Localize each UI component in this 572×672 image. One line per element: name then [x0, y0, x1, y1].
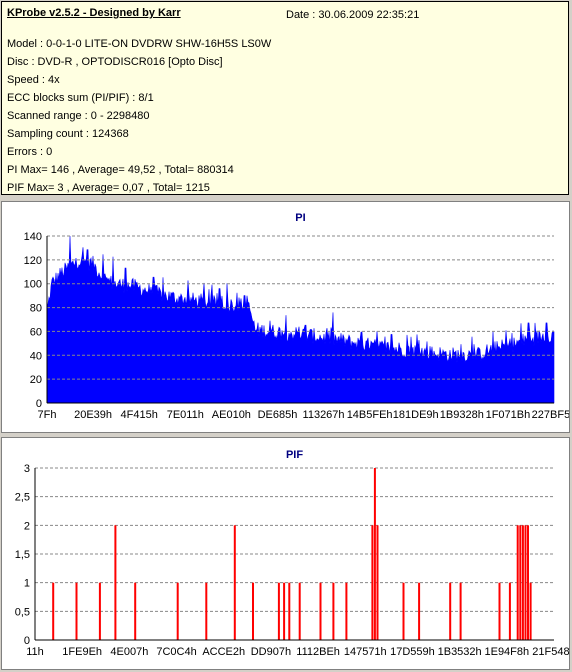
pif-bar [288, 582, 291, 640]
pi-y-tick: 40 [30, 350, 42, 362]
info-panel: KProbe v2.5.2 - Designed by Karr Date : … [1, 1, 569, 195]
pif-x-tick: DD907h [251, 646, 291, 658]
pi-y-tick: 80 [30, 303, 42, 315]
pif-x-tick: 147571h [344, 646, 387, 658]
pi-chart: PI 0 20 40 60 80 100 120 140 7Fh 20E39h 4F415h 7E011… [24, 212, 569, 421]
pif-x-tick: 21F548h [532, 646, 569, 658]
pi-x-tick: 113267h [303, 409, 345, 421]
pi-x-tick: 1F071Bh [486, 409, 531, 421]
pif-bar [205, 582, 208, 640]
pif-chart-panel: PIF 0 0,5 1 1,5 2 2,5 3 11h 1FE9Eh 4E007h 7C0C4h ACC… [1, 437, 570, 670]
info-speed: Speed : 4x [7, 74, 60, 86]
pi-x-tick: 227BF5h [532, 409, 569, 421]
pif-x-tick: 11h [26, 646, 44, 658]
pi-x-tick: 1B9328h [440, 409, 484, 421]
pif-bar [283, 582, 286, 640]
pi-y-tick: 0 [36, 398, 42, 410]
info-model: Model : 0-0-1-0 LITE-ON DVDRW SHW-16H5S … [7, 38, 272, 50]
pi-x-tick: 7E011h [167, 409, 204, 421]
pif-bar [345, 582, 348, 640]
info-pif-summary: PIF Max= 3 , Average= 0,07 , Total= 1215 [7, 182, 210, 194]
pi-x-tick: DE685h [258, 409, 298, 421]
pif-bar [75, 582, 78, 640]
pif-x-tick: 4E007h [110, 646, 148, 658]
pi-y-tick: 140 [24, 231, 42, 243]
info-scanned-range: Scanned range : 0 - 2298480 [7, 110, 150, 122]
info-errors: Errors : 0 [7, 146, 53, 158]
pif-y-tick: 0 [24, 635, 30, 647]
pif-bar [134, 582, 137, 640]
pif-y-tick: 1,5 [15, 549, 30, 561]
info-pi-summary: PI Max= 146 , Average= 49,52 , Total= 88… [7, 164, 234, 176]
pif-bar [277, 582, 280, 640]
pif-x-tick: 1B3532h [438, 646, 482, 658]
pif-bar [508, 582, 511, 640]
pif-bar [332, 582, 335, 640]
pi-title: PI [295, 212, 305, 224]
pif-bar [114, 525, 117, 640]
pif-x-tick: 17D559h [390, 646, 435, 658]
pi-chart-panel: PI 0 20 40 60 80 100 120 140 7Fh 20E39h 4F415h 7E011… [1, 201, 570, 433]
pif-bar [402, 582, 405, 640]
pif-x-tick: 1FE9Eh [62, 646, 102, 658]
pif-bar [519, 525, 522, 640]
info-ecc-blocks: ECC blocks sum (PI/PIF) : 8/1 [7, 92, 154, 104]
info-disc: Disc : DVD-R , OPTODISCR016 [Opto Disc] [7, 56, 223, 68]
pif-x-tick: ACCE2h [202, 646, 245, 658]
pif-y-tick: 3 [24, 463, 30, 475]
pi-series-area [46, 235, 555, 404]
pif-bar [52, 582, 55, 640]
pi-x-tick: AE010h [212, 409, 251, 421]
pif-x-tick: 7C0C4h [156, 646, 196, 658]
pi-x-tick: 181DE9h [393, 409, 439, 421]
pif-bar [233, 525, 236, 640]
pi-x-tick: 7Fh [38, 409, 57, 421]
pif-bar [459, 582, 462, 640]
pif-bar [529, 582, 532, 640]
pif-bar [527, 525, 529, 640]
pif-bar [449, 582, 452, 640]
info-lines: Model : 0-0-1-0 LITE-ON DVDRW SHW-16H5S … [7, 35, 271, 197]
pi-y-tick: 20 [30, 374, 42, 386]
pif-y-tick: 2,5 [15, 492, 30, 504]
pif-bar [373, 468, 376, 640]
pi-y-tick: 100 [24, 279, 42, 291]
pif-bar [98, 582, 101, 640]
pif-bar [418, 582, 421, 640]
pi-x-tick: 20E39h [74, 409, 112, 421]
scan-date: Date : 30.06.2009 22:35:21 [286, 9, 420, 21]
info-sampling-count: Sampling count : 124368 [7, 128, 129, 140]
pif-bar [319, 582, 322, 640]
pif-bar [298, 582, 301, 640]
pi-y-tick: 120 [24, 255, 42, 267]
app-title: KProbe v2.5.2 - Designed by Karr [7, 7, 181, 19]
pi-x-tick: 14B5FEh [347, 409, 393, 421]
pif-bar [176, 582, 179, 640]
pif-bar [371, 525, 374, 640]
pif-x-tick: 1112BEh [296, 646, 340, 658]
pif-bar [498, 582, 501, 640]
pif-y-tick: 1 [24, 578, 30, 590]
pi-y-tick: 60 [30, 326, 42, 338]
pif-x-tick: 1E94F8h [484, 646, 529, 658]
pif-bar [516, 525, 519, 640]
pif-bar [376, 525, 379, 640]
pif-title: PIF [286, 449, 303, 461]
pif-chart: PIF 0 0,5 1 1,5 2 2,5 3 11h 1FE9Eh 4E007h 7C0C4h ACC… [15, 449, 569, 658]
pif-y-tick: 0,5 [15, 606, 30, 618]
pif-bar [252, 582, 254, 640]
pi-x-tick: 4F415h [121, 409, 158, 421]
pif-y-tick: 2 [24, 520, 30, 532]
pif-bar [524, 525, 527, 640]
pif-bar [521, 525, 524, 640]
